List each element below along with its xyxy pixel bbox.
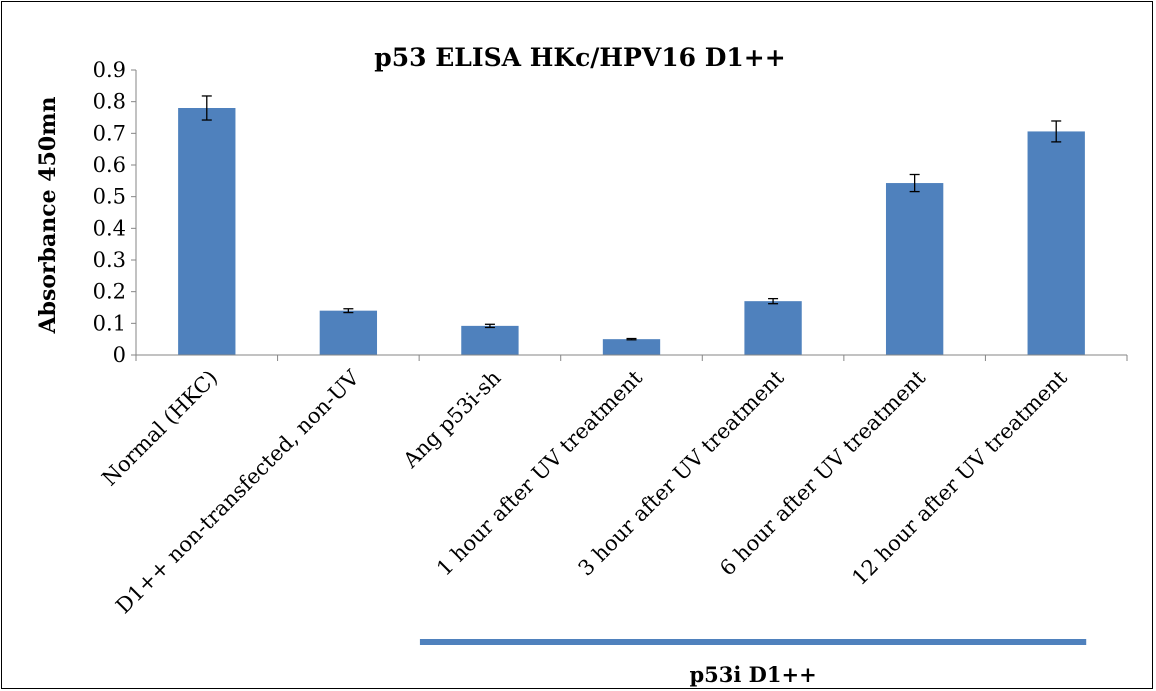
bar [602, 339, 661, 355]
category-label: Normal (HKC) [97, 366, 222, 491]
y-tick-label: 0.2 [93, 280, 126, 304]
y-tick-label: 0.1 [93, 311, 126, 335]
bar [319, 310, 378, 355]
y-axis-label: Absorbance 450mn [35, 97, 61, 335]
bar [178, 108, 236, 355]
y-tick-label: 0.9 [93, 58, 126, 82]
y-tick-label: 0.3 [93, 248, 126, 272]
bar [1027, 131, 1085, 355]
y-tick-label: 0.7 [93, 121, 126, 145]
y-tick-label: 0.8 [93, 90, 126, 114]
y-tick-label: 0.6 [93, 153, 126, 177]
category-label: Ang p53i-sh [398, 366, 506, 474]
bar [885, 183, 944, 355]
group-bracket-label: p53i D1++ [689, 662, 816, 687]
bar [744, 301, 802, 355]
chart-title: p53 ELISA HKc/HPV16 D1++ [374, 43, 785, 72]
y-tick-label: 0 [113, 343, 126, 367]
y-tick-label: 0.5 [93, 185, 126, 209]
category-label: D1++ non-transfected, non-UV [111, 365, 364, 618]
y-tick-label: 0.4 [93, 216, 126, 240]
bar [461, 325, 519, 355]
